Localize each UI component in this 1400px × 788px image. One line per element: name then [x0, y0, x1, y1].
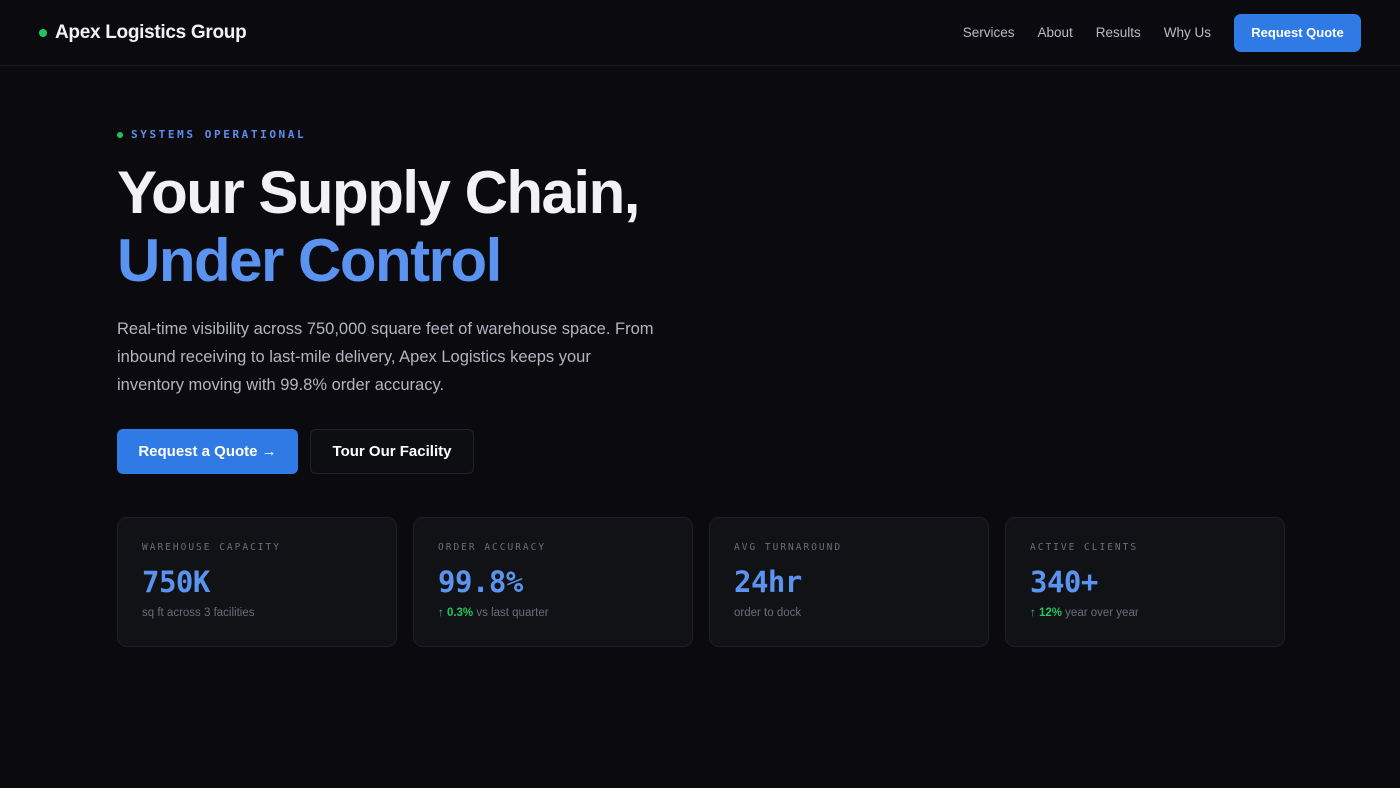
navbar: Apex Logistics Group Services About Resu…: [0, 0, 1400, 66]
hero-title: Your Supply Chain, Under Control: [117, 159, 662, 295]
status-text: SYSTEMS OPERATIONAL: [131, 128, 307, 141]
stat-footer: ↑ 12% year over year: [1030, 607, 1260, 619]
brand-name[interactable]: Apex Logistics Group: [55, 21, 247, 43]
stat-label: ACTIVE CLIENTS: [1030, 542, 1139, 553]
stat-footer: ↑ 0.3% vs last quarter: [438, 607, 668, 619]
stat-card: WAREHOUSE CAPACITY 750K sq ft across 3 f…: [117, 517, 397, 647]
stat-value: 99.8%: [438, 565, 523, 599]
status-dot: [117, 131, 123, 138]
stats: WAREHOUSE CAPACITY 750K sq ft across 3 f…: [117, 517, 1285, 647]
stat-label: WAREHOUSE CAPACITY: [142, 542, 281, 553]
title-highlight: Under Control: [117, 227, 502, 294]
stat-value: 750K: [142, 565, 210, 599]
nav-links: Services About Results Why Us Request Qu…: [940, 13, 1361, 52]
nav-cta[interactable]: Request Quote: [1234, 13, 1361, 52]
nav-link[interactable]: Why Us: [1163, 25, 1211, 40]
stat-change: ↑ 12%: [1030, 607, 1062, 619]
title-line: Your Supply Chain,: [117, 159, 640, 226]
stat-value: 340+: [1030, 565, 1098, 599]
hero-description: Real-time visibility across 750,000 squa…: [117, 320, 654, 394]
nav-link[interactable]: Services: [962, 25, 1015, 40]
stat-note: year over year: [1065, 607, 1139, 619]
stat-change: ↑ 0.3%: [438, 607, 474, 619]
secondary-button[interactable]: Tour Our Facility: [310, 429, 474, 474]
status-dot: [39, 28, 47, 37]
stat-note: vs last quarter: [476, 607, 549, 619]
stat-value: 24hr: [734, 565, 802, 599]
stat-card: AVG TURNAROUND 24hr order to dock: [709, 517, 989, 647]
stat-card: ACTIVE CLIENTS 340+ ↑ 12% year over year: [1005, 517, 1285, 647]
status: SYSTEMS OPERATIONAL: [117, 128, 662, 141]
nav-link[interactable]: Results: [1095, 25, 1141, 40]
stat-note: sq ft across 3 facilities: [142, 607, 255, 619]
stat-label: ORDER ACCURACY: [438, 542, 547, 553]
stat-label: AVG TURNAROUND: [734, 542, 843, 553]
hero-buttons: Request a Quote → Tour Our Facility: [117, 429, 662, 474]
nav-link[interactable]: About: [1037, 25, 1073, 40]
stat-card: ORDER ACCURACY 99.8% ↑ 0.3% vs last quar…: [413, 517, 693, 647]
stat-note: order to dock: [734, 607, 802, 619]
primary-button[interactable]: Request a Quote →: [117, 429, 298, 474]
hero: SYSTEMS OPERATIONAL Your Supply Chain, Un…: [117, 128, 662, 474]
brand[interactable]: Apex Logistics Group: [39, 21, 247, 44]
